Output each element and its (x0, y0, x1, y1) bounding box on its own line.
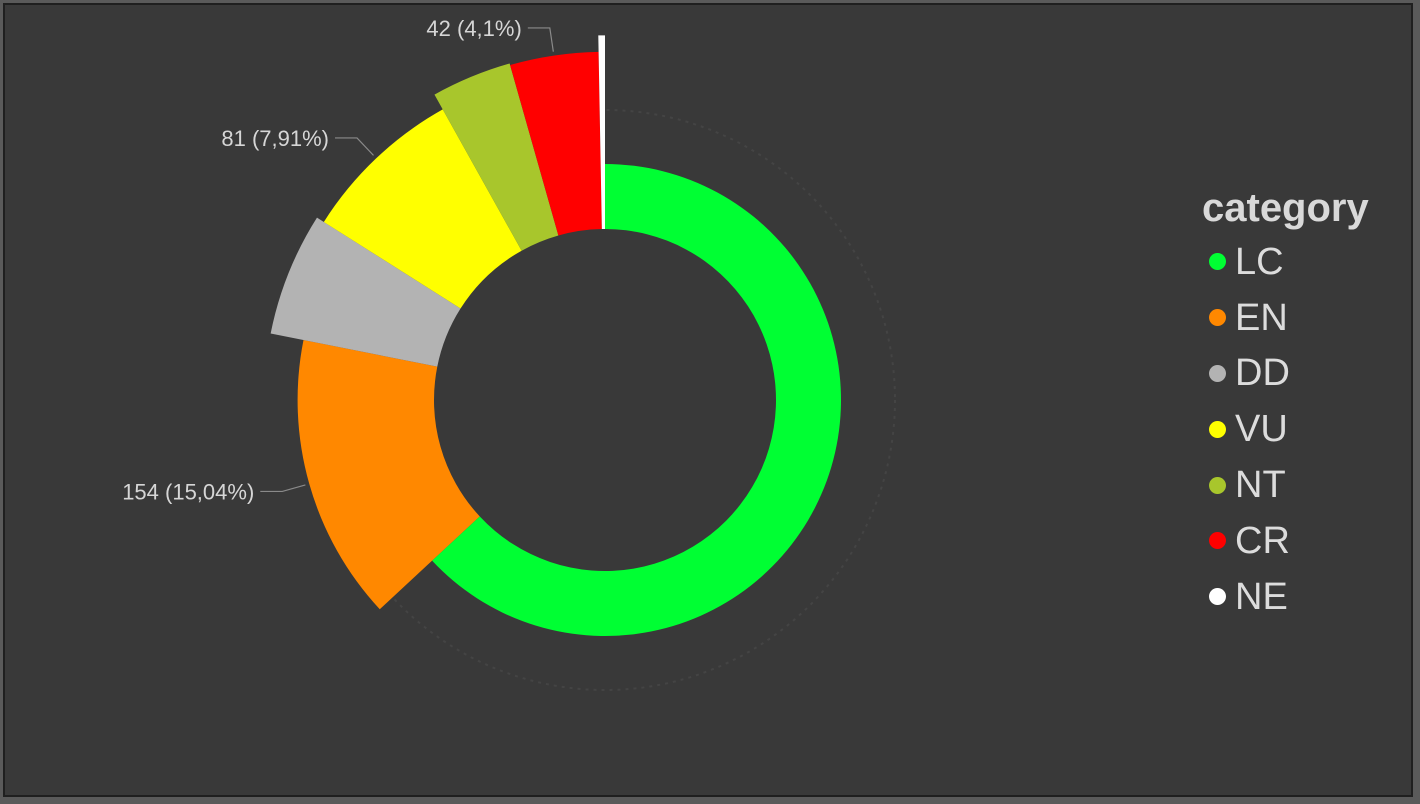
leader-line-cr (527, 27, 554, 52)
data-label-cr: 42 (4,1%) (426, 16, 521, 41)
legend-dot-icon (1209, 309, 1226, 327)
legend-dot-icon (1209, 420, 1226, 438)
legend-dot-icon (1209, 476, 1226, 494)
legend-item-cr[interactable]: CR (1202, 513, 1402, 569)
legend-label: NT (1235, 464, 1286, 507)
data-label-en: 154 (15,04%) (122, 479, 254, 504)
data-label-vu: 81 (7,91%) (221, 126, 329, 151)
legend: category LC EN DD VU NT CR NE (1202, 186, 1402, 625)
leader-line-en (260, 484, 306, 493)
legend-item-vu[interactable]: VU (1202, 401, 1402, 457)
slice-ne[interactable] (598, 35, 605, 230)
legend-dot-icon (1209, 588, 1226, 606)
legend-item-nt[interactable]: NT (1202, 457, 1402, 513)
legend-label: NE (1235, 575, 1288, 618)
legend-label: CR (1235, 519, 1290, 562)
legend-item-dd[interactable]: DD (1202, 346, 1402, 402)
slice-vu[interactable] (323, 109, 522, 309)
chart-frame (3, 3, 1413, 797)
legend-dot-icon (1209, 253, 1226, 271)
legend-dot-icon (1209, 364, 1226, 382)
slice-cr[interactable] (510, 51, 602, 236)
slice-lc[interactable] (432, 164, 841, 636)
legend-label: LC (1235, 240, 1284, 283)
legend-label: EN (1235, 296, 1288, 339)
legend-label: DD (1235, 352, 1290, 395)
legend-item-en[interactable]: EN (1202, 290, 1402, 346)
leader-line-vu (335, 137, 374, 156)
slice-en[interactable] (297, 340, 480, 610)
legend-item-ne[interactable]: NE (1202, 569, 1402, 625)
slice-dd[interactable] (270, 217, 461, 367)
legend-label: VU (1235, 408, 1288, 451)
outer-guide-circle (314, 109, 896, 691)
legend-title: category (1202, 186, 1369, 230)
legend-dot-icon (1209, 532, 1226, 550)
slice-nt[interactable] (434, 63, 559, 251)
legend-item-lc[interactable]: LC (1202, 234, 1402, 290)
